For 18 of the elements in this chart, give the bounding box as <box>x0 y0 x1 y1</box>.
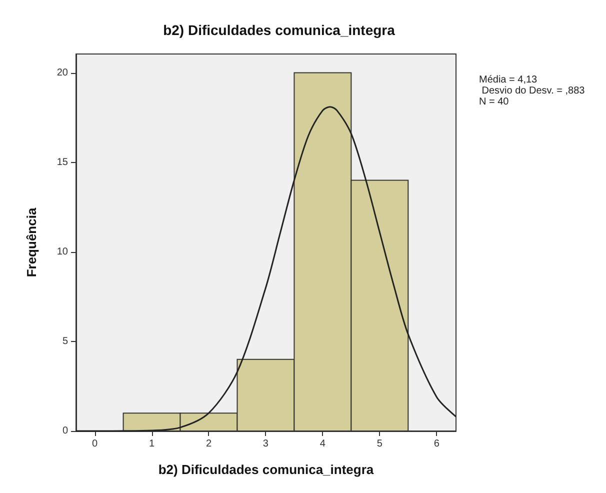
y-axis-title: Frequência <box>24 207 39 278</box>
x-tick-label: 3 <box>262 438 269 450</box>
chart-title: b2) Dificuldades comunica_integra <box>163 22 396 38</box>
text: Desvio do Desv. = ,883 <box>479 86 586 96</box>
x-tick-label: 2 <box>206 438 212 450</box>
x-tick-label: 4 <box>320 438 326 450</box>
y-tick-label: 15 <box>56 156 68 168</box>
x-tick-label: 0 <box>92 438 98 450</box>
y-tick-label: 5 <box>62 336 68 347</box>
x-tick-label: 6 <box>434 438 440 450</box>
text: Média = 4,13 <box>479 74 538 86</box>
x-tick-label: 1 <box>148 438 155 450</box>
x-tick-label: 5 <box>376 438 383 450</box>
text: N = 40 <box>479 96 510 108</box>
x-axis-title: b2) Dificuldades comunica_integra <box>158 462 374 477</box>
y-tick-label: 10 <box>56 246 68 258</box>
y-tick-label: 20 <box>56 67 68 78</box>
y-tick-label: 0 <box>62 426 68 436</box>
